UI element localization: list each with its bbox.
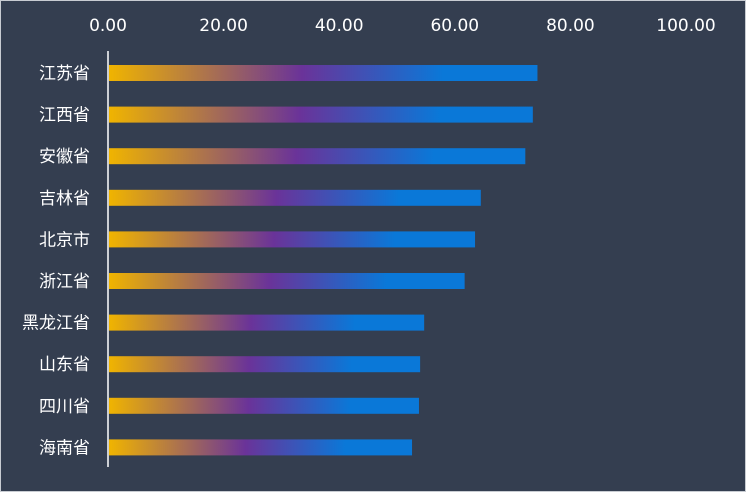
x-tick-label: 80.00	[546, 16, 595, 36]
x-tick-label: 0.00	[89, 16, 127, 36]
category-label: 江苏省	[39, 64, 90, 84]
x-tick-label: 100.00	[656, 16, 715, 36]
bar	[109, 397, 419, 414]
category-label: 黑龙江省	[22, 314, 90, 334]
bar	[109, 356, 421, 373]
bar	[109, 314, 425, 331]
x-tick-label: 60.00	[430, 16, 479, 36]
bars	[109, 65, 538, 456]
category-label: 四川省	[39, 397, 90, 417]
bar	[109, 106, 533, 123]
category-label: 山东省	[39, 355, 90, 375]
category-label: 江西省	[39, 106, 90, 126]
bar	[109, 65, 538, 81]
category-label: 海南省	[39, 438, 90, 458]
category-label: 浙江省	[39, 272, 90, 292]
x-tick-label: 20.00	[199, 16, 248, 36]
category-label: 吉林省	[39, 189, 90, 209]
bar	[109, 273, 465, 289]
bar	[109, 189, 481, 206]
bar	[109, 439, 413, 456]
x-tick-label: 40.00	[315, 16, 364, 36]
bar	[109, 148, 526, 165]
bar	[109, 231, 476, 248]
category-label: 安徽省	[39, 147, 90, 167]
x-axis-ticks: 0.00 20.00 40.00 60.00 80.00 100.00	[89, 16, 716, 36]
category-label: 北京市	[39, 230, 90, 250]
